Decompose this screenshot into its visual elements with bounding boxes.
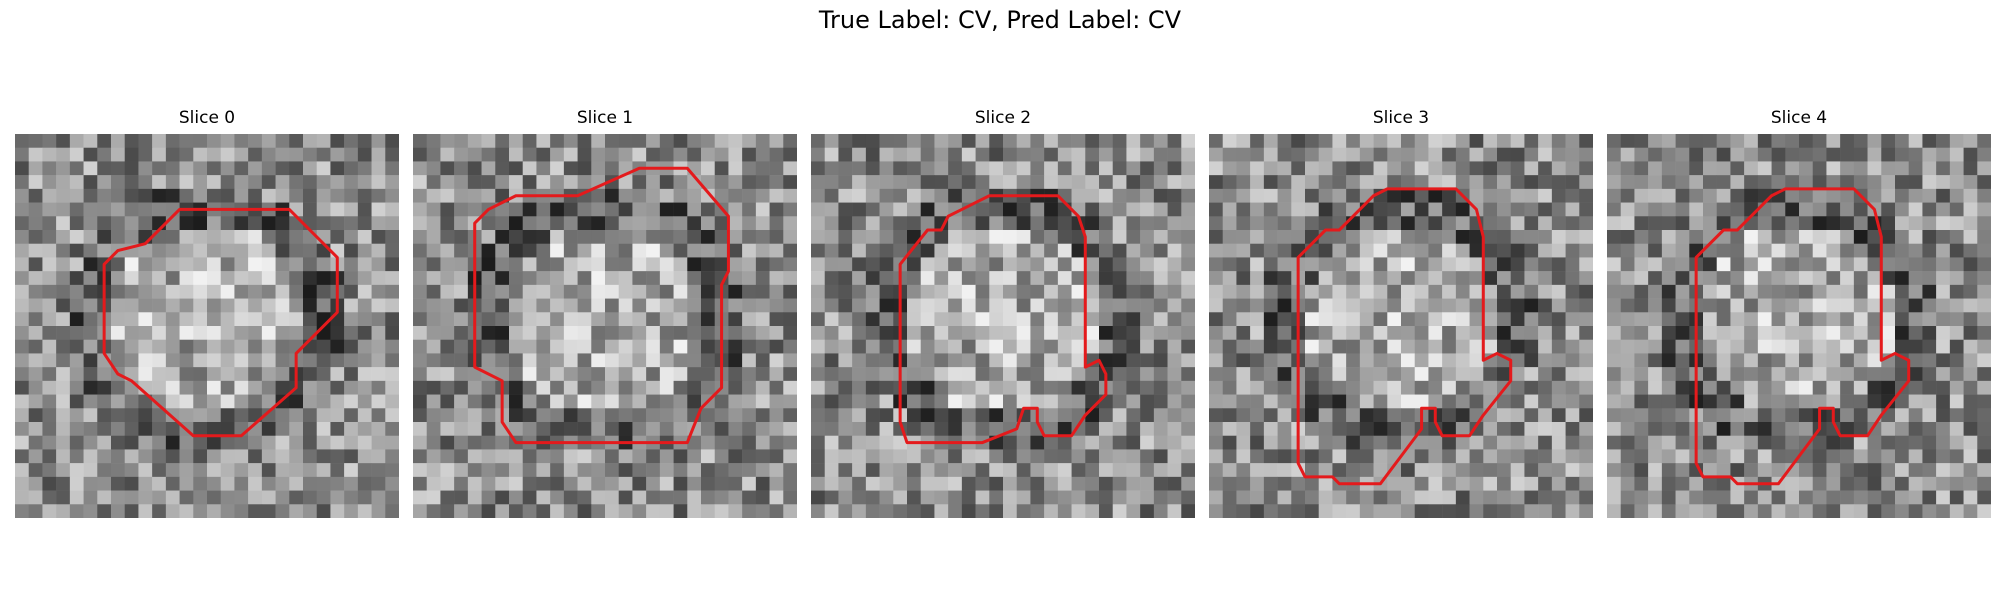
segmentation-contour	[1296, 187, 1513, 486]
slice-title: Slice 2	[974, 108, 1032, 128]
segmentation-contour	[898, 194, 1108, 445]
slice-image	[811, 134, 1195, 518]
slice-image	[413, 134, 797, 518]
slice-panel-1: Slice 1	[413, 108, 797, 520]
figure-title: True Label: CV, Pred Label: CV	[818, 6, 1182, 34]
segmentation-contour	[1694, 187, 1911, 486]
segmentation-contour	[473, 166, 730, 445]
slice-title: Slice 0	[178, 108, 236, 128]
segmentation-contour	[102, 207, 339, 438]
slice-image	[1607, 134, 1991, 518]
slice-panel-4: Slice 4	[1607, 108, 1991, 520]
slice-image	[15, 134, 399, 518]
slice-title: Slice 4	[1770, 108, 1828, 128]
slice-image	[1209, 134, 1593, 518]
slice-title: Slice 1	[576, 108, 634, 128]
slice-panel-0: Slice 0	[15, 108, 399, 520]
slice-panel-3: Slice 3	[1209, 108, 1593, 520]
slice-title: Slice 3	[1372, 108, 1430, 128]
slice-panel-2: Slice 2	[811, 108, 1195, 520]
